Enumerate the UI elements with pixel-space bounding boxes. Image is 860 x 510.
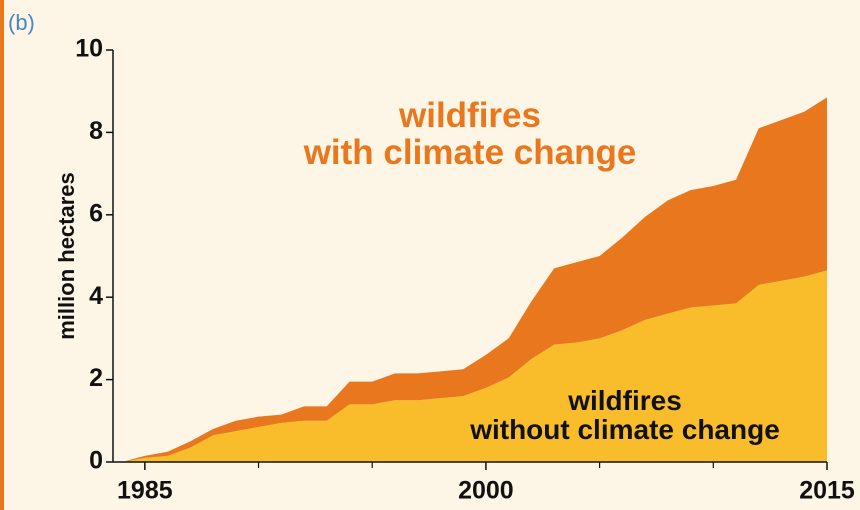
- x-tick-label: 2015: [799, 477, 855, 505]
- y-tick-label: 10: [75, 35, 103, 63]
- y-tick-label: 0: [89, 447, 103, 475]
- edge-stripe: [0, 0, 4, 510]
- label-without-climate: wildfires without climate change: [470, 385, 780, 446]
- y-tick-label: 4: [89, 282, 103, 310]
- y-tick-label: 8: [89, 117, 103, 145]
- panel-label: (b): [8, 10, 35, 35]
- x-tick-label: 1985: [117, 477, 173, 505]
- label-with-climate: wildfires with climate change: [303, 96, 637, 172]
- y-axis-label: million hectares: [54, 172, 79, 340]
- x-tick-label: 2000: [458, 477, 514, 505]
- y-tick-label: 6: [89, 199, 103, 227]
- y-tick-label: 2: [89, 364, 103, 392]
- area: [122, 270, 828, 462]
- area: [122, 97, 828, 462]
